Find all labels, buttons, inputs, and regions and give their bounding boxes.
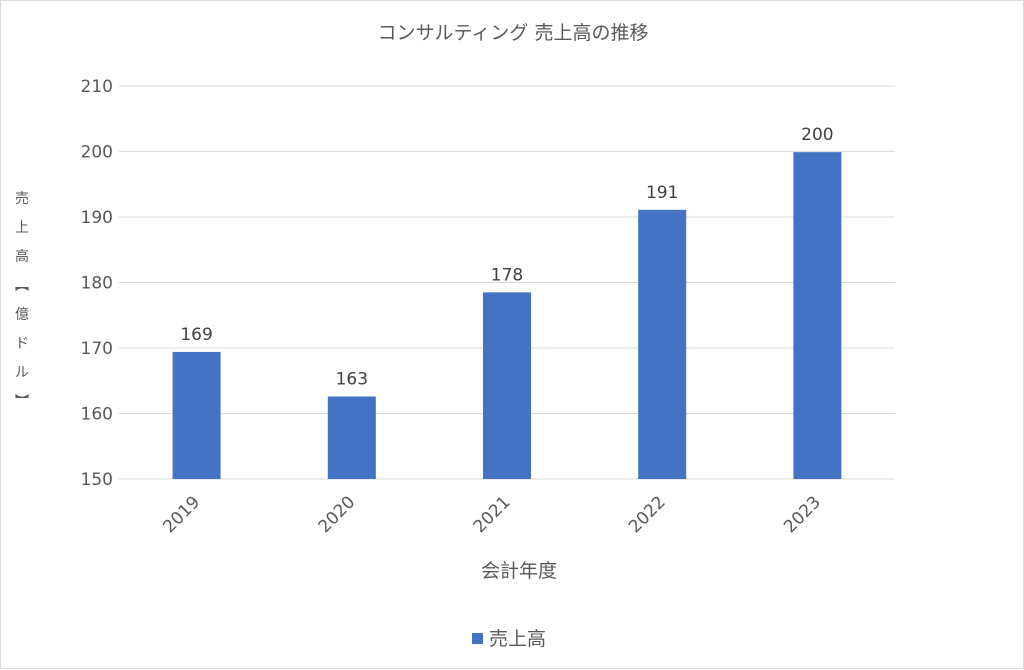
y-axis-title-char: ド <box>15 336 29 352</box>
x-axis-title: 会計年度 <box>481 560 557 582</box>
bar <box>793 152 842 479</box>
y-axis-title-char: ル <box>15 365 29 381</box>
data-label: 200 <box>801 125 833 145</box>
x-tick-label: 2021 <box>470 492 515 537</box>
x-tick-label: 2022 <box>625 492 670 537</box>
x-axis-ticks: 2019 2020 2021 2022 2023 <box>159 492 825 537</box>
y-axis-title-char: ︻ <box>15 278 29 294</box>
x-tick-label: 2019 <box>159 492 204 537</box>
y-axis-ticks: 150 160 170 180 190 200 210 <box>81 77 113 490</box>
data-label: 163 <box>336 369 368 389</box>
y-axis-title-char: ︼ <box>15 394 29 410</box>
y-axis-title-char: 高 <box>15 248 29 265</box>
y-tick-label: 160 <box>81 405 113 425</box>
bar <box>483 292 531 479</box>
y-tick-label: 210 <box>81 77 113 97</box>
data-label: 191 <box>646 183 678 203</box>
y-tick-label: 180 <box>81 274 113 294</box>
data-label: 178 <box>491 265 523 285</box>
y-tick-label: 200 <box>81 143 113 163</box>
legend: 売上高 <box>472 628 546 650</box>
y-axis-title-char: 億 <box>15 307 29 323</box>
bars <box>172 152 842 480</box>
y-tick-label: 190 <box>81 208 113 228</box>
y-axis-title-char: 売 <box>15 191 29 207</box>
data-label: 169 <box>180 325 212 345</box>
x-tick-label: 2023 <box>780 492 825 537</box>
legend-label: 売上高 <box>489 628 546 650</box>
chart-title: コンサルティング 売上高の推移 <box>378 22 649 44</box>
bar <box>638 209 687 480</box>
bar <box>172 351 221 479</box>
bar <box>327 396 376 479</box>
x-tick-label: 2020 <box>315 492 360 537</box>
y-axis-title-char: 上 <box>15 220 29 236</box>
y-axis-title: 売上高 ︻ 億ドル ︼ <box>15 191 29 410</box>
legend-swatch <box>472 633 483 644</box>
y-tick-label: 150 <box>81 470 113 490</box>
data-labels: 169 163 178 191 200 <box>180 125 833 389</box>
y-tick-label: 170 <box>81 339 113 359</box>
